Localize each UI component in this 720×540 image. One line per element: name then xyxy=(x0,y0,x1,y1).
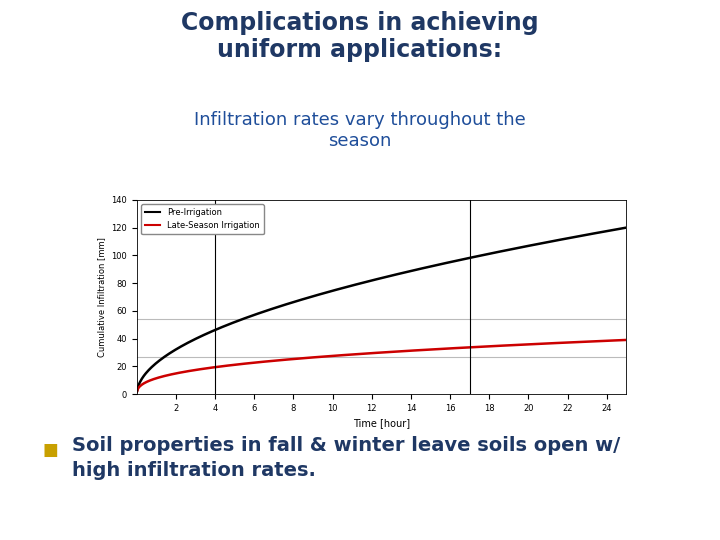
Late-Season Irrigation xyxy=(424,346,433,353)
Line: Late-Season Irrigation: Late-Season Irrigation xyxy=(137,340,626,392)
Text: Soil properties in fall & winter leave soils open w/
high infiltration rates.: Soil properties in fall & winter leave s… xyxy=(72,436,620,480)
Late-Season Irrigation xyxy=(534,341,542,347)
Text: Complications in achieving
uniform applications:: Complications in achieving uniform appli… xyxy=(181,11,539,62)
Pre-Irrigation xyxy=(622,224,631,231)
Pre-Irrigation xyxy=(132,388,141,395)
Pre-Irrigation xyxy=(368,277,377,284)
Legend: Pre-Irrigation, Late-Season Irrigation: Pre-Irrigation, Late-Season Irrigation xyxy=(141,204,264,234)
Y-axis label: Cumulative Infiltration [mm]: Cumulative Infiltration [mm] xyxy=(96,237,106,357)
Pre-Irrigation xyxy=(424,264,433,270)
Pre-Irrigation xyxy=(611,226,619,233)
Late-Season Irrigation xyxy=(365,350,374,356)
Late-Season Irrigation xyxy=(368,350,377,356)
Late-Season Irrigation xyxy=(611,337,619,343)
Text: ■: ■ xyxy=(42,441,58,459)
X-axis label: Time [hour]: Time [hour] xyxy=(353,418,410,428)
Late-Season Irrigation xyxy=(622,337,631,343)
Pre-Irrigation xyxy=(365,278,374,284)
Line: Pre-Irrigation: Pre-Irrigation xyxy=(137,227,626,392)
Pre-Irrigation xyxy=(397,270,406,276)
Text: Infiltration rates vary throughout the
season: Infiltration rates vary throughout the s… xyxy=(194,111,526,150)
Late-Season Irrigation xyxy=(132,388,141,395)
Pre-Irrigation xyxy=(534,241,542,247)
Late-Season Irrigation xyxy=(397,348,406,354)
